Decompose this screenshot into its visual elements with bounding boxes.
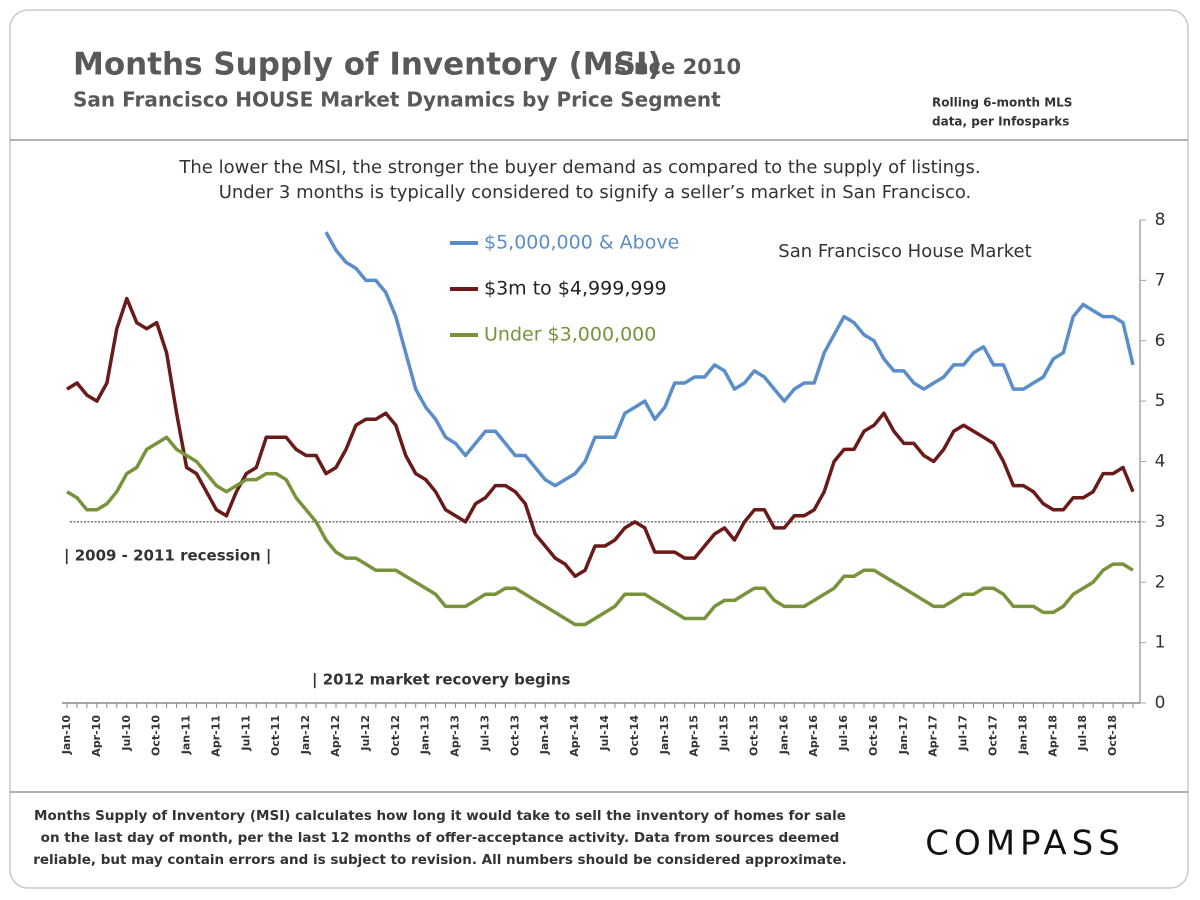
x-tick-label: Oct-12 <box>389 715 402 756</box>
x-tick-label: Oct-15 <box>747 715 760 756</box>
x-tick-label: Jan-10 <box>60 715 73 756</box>
x-tick-label: Jul-11 <box>239 715 252 752</box>
y-tick-label: 5 <box>1155 391 1166 411</box>
card <box>9 9 1189 889</box>
x-tick-label: Jul-15 <box>718 715 731 752</box>
x-tick-label: Oct-17 <box>987 715 1000 756</box>
footer-text: on the last day of month, per the last 1… <box>41 830 840 846</box>
description: Under 3 months is typically considered t… <box>219 182 972 203</box>
inset-title: San Francisco House Market <box>778 241 1031 262</box>
x-tick-label: Oct-14 <box>628 715 641 756</box>
series-line <box>66 296 1135 578</box>
x-tick-label: Apr-16 <box>807 715 820 757</box>
x-tick-label: Jul-13 <box>478 715 491 752</box>
x-tick-label: Oct-10 <box>150 715 163 756</box>
annotation: | 2012 market recovery begins <box>312 671 571 690</box>
chart-title: Months Supply of Inventory (MSI) <box>73 47 662 83</box>
subtitle: San Francisco HOUSE Market Dynamics by P… <box>73 88 721 112</box>
annotation: | 2009 - 2011 recession | <box>64 547 271 566</box>
x-tick-label: Apr-13 <box>449 715 462 757</box>
x-tick-label: Apr-18 <box>1046 715 1059 757</box>
x-tick-label: Oct-16 <box>867 715 880 756</box>
x-tick-label: Apr-12 <box>329 715 342 757</box>
y-tick-label: 6 <box>1155 331 1166 351</box>
x-tick-label: Jan-11 <box>180 715 193 755</box>
title-suffix: since 2010 <box>614 55 741 79</box>
footer-text: Months Supply of Inventory (MSI) calcula… <box>34 808 846 824</box>
x-tick-label: Jan-14 <box>538 715 551 756</box>
y-tick-label: 2 <box>1155 572 1166 592</box>
x-tick-label: Oct-18 <box>1106 715 1119 756</box>
legend-label: $3m to $4,999,999 <box>484 278 667 300</box>
x-tick-label: Jan-16 <box>777 715 790 756</box>
x-tick-label: Apr-10 <box>90 715 103 757</box>
y-tick-label: 7 <box>1155 270 1166 290</box>
x-tick-label: Jan-17 <box>897 715 910 755</box>
y-tick-label: 8 <box>1155 210 1166 230</box>
footer-text: reliable, but may contain errors and is … <box>33 852 847 868</box>
x-tick-label: Jul-18 <box>1076 715 1089 752</box>
x-tick-label: Jul-10 <box>120 715 133 752</box>
legend-label: $5,000,000 & Above <box>484 232 679 254</box>
x-tick-label: Apr-14 <box>568 715 581 757</box>
source-note: Rolling 6-month MLS <box>932 96 1072 110</box>
x-tick-label: Jan-13 <box>419 715 432 755</box>
y-tick-label: 0 <box>1155 693 1166 713</box>
series-line <box>324 231 1135 488</box>
logo: COMPASS <box>925 824 1125 864</box>
series-line <box>66 435 1134 627</box>
x-tick-label: Jul-17 <box>957 715 970 752</box>
x-tick-label: Jul-14 <box>598 715 611 752</box>
x-tick-label: Jan-15 <box>658 715 671 755</box>
source-note: data, per Infosparks <box>932 115 1069 129</box>
y-tick-label: 4 <box>1155 452 1166 472</box>
y-tick-label: 3 <box>1155 512 1166 532</box>
x-tick-label: Apr-17 <box>927 715 940 757</box>
legend-label: Under $3,000,000 <box>484 324 656 346</box>
x-tick-label: Oct-11 <box>269 715 282 756</box>
description: The lower the MSI, the stronger the buye… <box>178 157 980 178</box>
y-tick-label: 1 <box>1155 633 1166 653</box>
x-tick-label: Apr-11 <box>209 715 222 757</box>
x-tick-label: Oct-13 <box>508 715 521 756</box>
x-tick-label: Jul-12 <box>359 715 372 752</box>
x-tick-label: Jan-18 <box>1016 715 1029 755</box>
x-tick-label: Apr-15 <box>688 715 701 757</box>
x-tick-label: Jan-12 <box>299 715 312 755</box>
x-tick-label: Jul-16 <box>837 715 850 752</box>
